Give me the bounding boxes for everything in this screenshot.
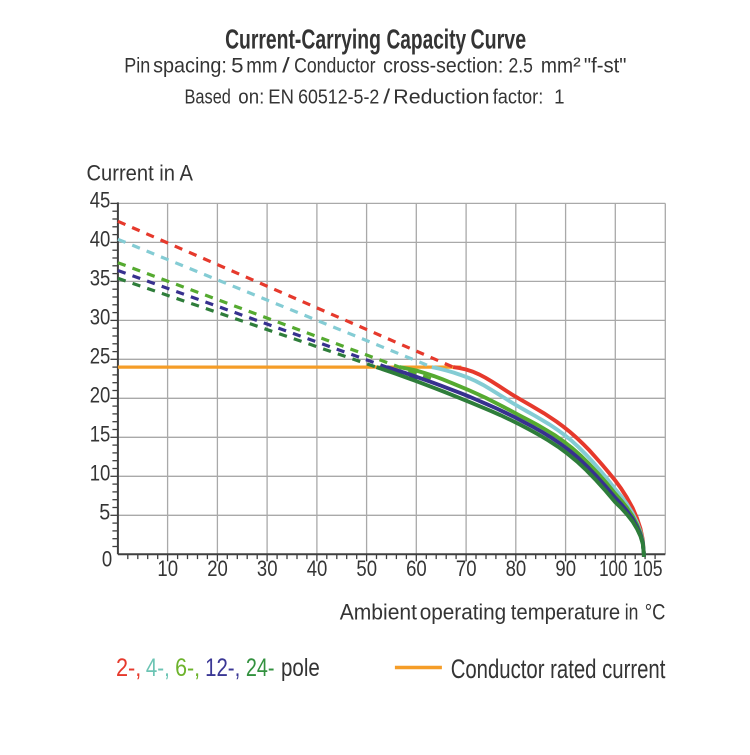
svg-text:Reduction: Reduction — [393, 86, 489, 109]
svg-text:30: 30 — [257, 556, 278, 581]
svg-text:EN: EN — [268, 86, 294, 109]
svg-text:temperature: temperature — [511, 599, 620, 624]
svg-text:20: 20 — [207, 556, 228, 581]
svg-text:60: 60 — [406, 556, 427, 581]
svg-text:45: 45 — [90, 188, 111, 213]
svg-text:40: 40 — [307, 556, 328, 581]
svg-text:20: 20 — [90, 383, 111, 408]
svg-text:pole: pole — [281, 654, 320, 682]
svg-text:2-,: 2-, — [116, 654, 141, 682]
svg-text:35: 35 — [90, 266, 111, 291]
svg-text:operating: operating — [420, 599, 507, 624]
svg-text:factor:: factor: — [493, 86, 544, 109]
svg-text:Based: Based — [185, 86, 231, 109]
svg-text:Pin: Pin — [124, 54, 150, 77]
svg-text:/: / — [282, 54, 290, 77]
svg-text:Conductor: Conductor — [294, 54, 375, 77]
svg-text:on:: on: — [238, 86, 264, 109]
svg-text:in: in — [625, 599, 639, 624]
svg-text:spacing:: spacing: — [153, 54, 227, 77]
svg-text:mm: mm — [246, 54, 277, 77]
svg-text:Current in A: Current in A — [87, 160, 193, 185]
svg-text:2.5: 2.5 — [509, 54, 533, 77]
svg-text:10: 10 — [157, 556, 178, 581]
svg-text:80: 80 — [506, 556, 527, 581]
svg-text:"f-st": "f-st" — [584, 54, 627, 77]
svg-text:²: ² — [573, 54, 581, 77]
svg-text:1: 1 — [554, 86, 564, 109]
svg-text:15: 15 — [90, 422, 111, 447]
svg-text:mm: mm — [541, 54, 573, 77]
svg-text:5: 5 — [99, 500, 110, 525]
svg-text:Current-Carrying: Current-Carrying — [225, 24, 381, 55]
svg-text:105: 105 — [633, 556, 662, 581]
svg-text:12-,: 12-, — [205, 654, 240, 682]
svg-text:30: 30 — [90, 305, 111, 330]
svg-text:Curve: Curve — [471, 24, 527, 55]
svg-text:cross-section:: cross-section: — [383, 54, 503, 77]
svg-text:90: 90 — [555, 556, 576, 581]
svg-text:4-,: 4-, — [146, 654, 170, 682]
svg-text:24-: 24- — [246, 654, 275, 682]
svg-text:50: 50 — [356, 556, 377, 581]
svg-text:10: 10 — [90, 461, 111, 486]
svg-text:5: 5 — [231, 54, 243, 77]
svg-text:40: 40 — [90, 227, 111, 252]
svg-text:60512-5-2: 60512-5-2 — [298, 86, 379, 109]
svg-text:100: 100 — [599, 556, 627, 581]
svg-text:6-,: 6-, — [175, 654, 200, 682]
svg-text:0: 0 — [102, 547, 112, 572]
svg-text:70: 70 — [456, 556, 477, 581]
svg-text:Ambient: Ambient — [340, 599, 418, 624]
svg-text:Capacity: Capacity — [387, 24, 467, 55]
svg-text:/: / — [383, 86, 390, 109]
svg-text:°C: °C — [645, 599, 666, 624]
svg-text:25: 25 — [90, 344, 111, 369]
svg-text:Conductor rated current: Conductor rated current — [451, 654, 666, 684]
